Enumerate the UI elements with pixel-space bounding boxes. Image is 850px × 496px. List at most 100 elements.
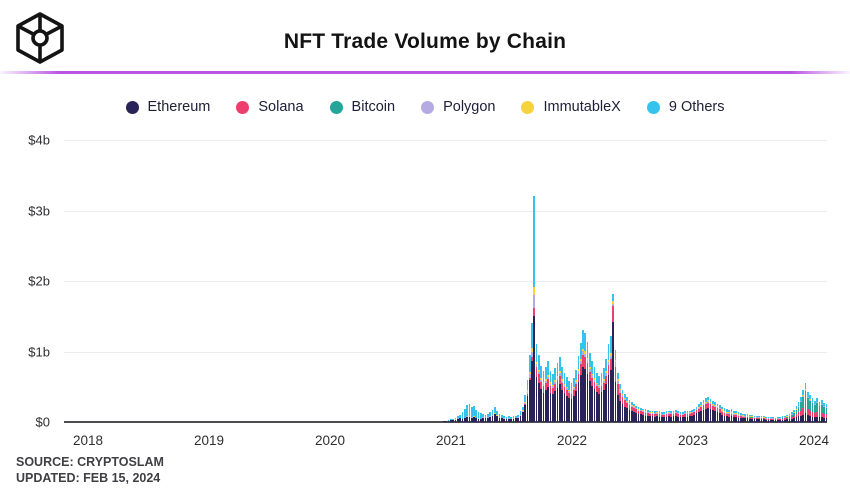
bar-week-143[interactable] <box>774 417 777 422</box>
bar-week-109[interactable] <box>695 406 698 422</box>
bar-week-165[interactable] <box>825 404 828 422</box>
bar-week-131[interactable] <box>746 414 749 422</box>
bar-week-124[interactable] <box>730 409 733 422</box>
bar-week-126[interactable] <box>735 411 737 422</box>
bar-week-118[interactable] <box>716 403 719 422</box>
bar-week-158[interactable] <box>809 395 812 422</box>
bar-week-57[interactable] <box>575 369 577 422</box>
bar-week-77[interactable] <box>621 389 624 422</box>
bar-week-142[interactable] <box>772 417 774 422</box>
bar-week-69[interactable] <box>603 368 605 422</box>
bar-week-128[interactable] <box>739 412 742 422</box>
bar-week-102[interactable] <box>679 412 682 422</box>
bar-week-16[interactable] <box>480 412 482 422</box>
bar-week-50[interactable] <box>558 357 561 422</box>
bar-week-33[interactable] <box>519 411 522 422</box>
bar-week-148[interactable] <box>786 415 788 422</box>
bar-week-4[interactable] <box>452 418 454 422</box>
bar-week-94[interactable] <box>661 412 663 422</box>
bar-week-120[interactable] <box>721 406 723 422</box>
bar-week-153[interactable] <box>797 402 800 422</box>
bar-week-73[interactable] <box>612 293 614 422</box>
bar-week-78[interactable] <box>623 393 626 422</box>
bar-week-29[interactable] <box>510 417 512 422</box>
bar-week-25[interactable] <box>500 415 503 422</box>
bar-week-132[interactable] <box>749 415 751 422</box>
bar-week-122[interactable] <box>725 409 728 422</box>
bar-week-17[interactable] <box>482 413 485 422</box>
bar-week-154[interactable] <box>800 397 802 422</box>
bar-week-123[interactable] <box>728 410 730 422</box>
bar-week-105[interactable] <box>686 411 689 422</box>
bar-week-98[interactable] <box>670 411 672 422</box>
bar-week-134[interactable] <box>753 415 756 422</box>
bar-week-58[interactable] <box>577 355 580 422</box>
bar-week-138[interactable] <box>763 416 765 422</box>
bar-week-115[interactable] <box>709 398 712 422</box>
bar-week-71[interactable] <box>607 344 610 422</box>
bar-week-83[interactable] <box>635 405 638 422</box>
bar-week-66[interactable] <box>596 372 598 422</box>
bar-week-141[interactable] <box>769 417 772 422</box>
bar-week-63[interactable] <box>589 353 591 422</box>
bar-week-19[interactable] <box>487 413 489 422</box>
bar-week-81[interactable] <box>630 402 633 422</box>
bar-week-130[interactable] <box>744 414 747 422</box>
bar-week-133[interactable] <box>751 415 754 422</box>
bar-week-96[interactable] <box>665 411 668 422</box>
bar-week-53[interactable] <box>565 376 568 422</box>
bar-week-30[interactable] <box>512 416 515 422</box>
bar-week-39[interactable] <box>533 196 536 422</box>
bar-week-60[interactable] <box>582 330 584 422</box>
bar-week-44[interactable] <box>545 367 547 422</box>
bar-week-5[interactable] <box>454 417 457 422</box>
bar-week-116[interactable] <box>712 400 714 422</box>
bar-week-155[interactable] <box>802 390 805 422</box>
bar-week-56[interactable] <box>572 378 575 422</box>
bar-week-91[interactable] <box>654 411 656 422</box>
bar-week-67[interactable] <box>598 375 601 422</box>
bar-week-119[interactable] <box>718 405 721 422</box>
bar-week-99[interactable] <box>672 410 675 422</box>
bar-week-1[interactable] <box>445 420 448 422</box>
bar-week-7[interactable] <box>459 414 461 422</box>
bar-week-46[interactable] <box>549 371 552 422</box>
bar-week-65[interactable] <box>593 367 596 422</box>
bar-week-24[interactable] <box>498 413 501 422</box>
bar-week-6[interactable] <box>456 416 459 422</box>
bar-week-104[interactable] <box>684 411 686 422</box>
bar-week-95[interactable] <box>663 412 665 422</box>
bar-week-51[interactable] <box>561 367 563 422</box>
bar-week-2[interactable] <box>447 419 450 422</box>
bar-week-11[interactable] <box>468 403 471 422</box>
bar-week-137[interactable] <box>760 416 763 422</box>
bar-week-88[interactable] <box>647 409 649 422</box>
bar-week-161[interactable] <box>816 398 819 422</box>
bar-week-107[interactable] <box>691 409 693 422</box>
bar-week-136[interactable] <box>758 415 761 422</box>
bar-week-114[interactable] <box>707 396 710 422</box>
legend-item-ethereum[interactable]: Ethereum <box>125 99 210 115</box>
bar-week-26[interactable] <box>503 416 505 422</box>
bar-week-18[interactable] <box>484 415 487 422</box>
bar-week-61[interactable] <box>584 333 587 422</box>
bar-week-34[interactable] <box>521 406 524 422</box>
bar-week-27[interactable] <box>505 417 508 422</box>
bar-week-85[interactable] <box>640 407 642 422</box>
bar-week-54[interactable] <box>568 381 570 422</box>
bar-week-93[interactable] <box>658 411 661 422</box>
bar-week-149[interactable] <box>788 413 791 422</box>
bar-week-157[interactable] <box>807 392 809 422</box>
bar-week-106[interactable] <box>688 410 691 422</box>
bar-week-100[interactable] <box>674 409 677 422</box>
bar-week-28[interactable] <box>507 416 510 422</box>
bar-week-129[interactable] <box>742 413 744 422</box>
bar-week-75[interactable] <box>616 372 619 422</box>
bar-week-111[interactable] <box>700 402 703 422</box>
bar-week-12[interactable] <box>470 407 473 422</box>
bar-week-144[interactable] <box>776 417 779 422</box>
bar-week-32[interactable] <box>517 415 519 422</box>
bar-week-163[interactable] <box>821 400 823 422</box>
bar-week-38[interactable] <box>531 323 533 422</box>
bar-week-3[interactable] <box>449 419 452 422</box>
